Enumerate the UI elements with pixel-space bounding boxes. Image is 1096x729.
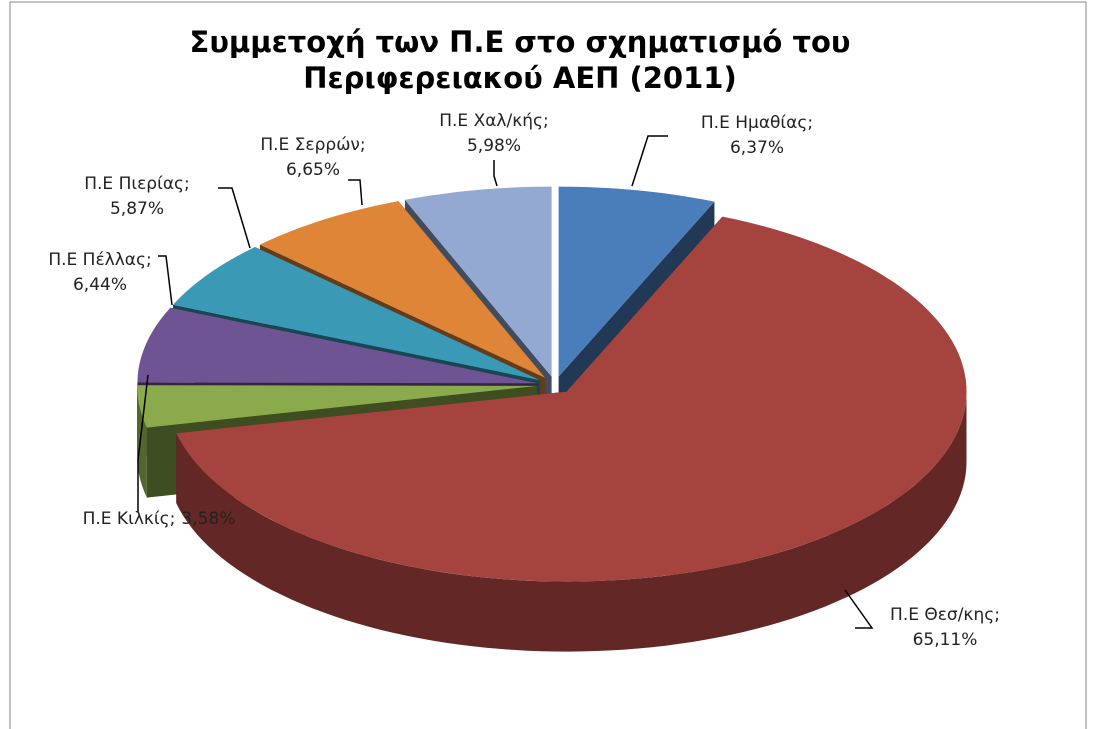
label-separator: ; — [360, 135, 366, 155]
data-label: Π.Ε Θεσ/κης; — [890, 605, 1000, 625]
label-name: Π.Ε Κιλκίς — [83, 509, 170, 529]
data-label: 5,98% — [467, 136, 521, 156]
leader-line — [158, 255, 173, 306]
data-label: Π.Ε Σερρών; — [260, 135, 365, 155]
label-value: 3,58% — [181, 509, 235, 529]
data-label: Π.Ε Ημαθίας; — [701, 113, 813, 133]
leader-line — [137, 374, 149, 512]
slice-top — [259, 201, 546, 378]
leader-line — [348, 179, 363, 206]
chart-title: Συμμετοχή των Π.Ε στο σχηματισμό του — [190, 25, 851, 59]
data-label: 6,37% — [730, 138, 784, 158]
data-label: Π.Ε Χαλ/κής; — [439, 111, 548, 131]
data-label: 65,11% — [913, 630, 978, 650]
label-separator: ; — [184, 174, 190, 194]
data-label: 6,44% — [73, 275, 127, 295]
label-separator: ; — [146, 250, 152, 270]
leader-line — [493, 160, 498, 187]
slice-top — [137, 307, 538, 384]
label-name: Π.Ε Πιερίας — [84, 174, 184, 194]
data-label: Π.Ε Κιλκίς; 3,58% — [83, 509, 236, 529]
label-separator: ; — [543, 111, 549, 131]
label-separator: ; — [994, 605, 1000, 625]
label-name: Π.Ε Ημαθίας — [701, 113, 807, 133]
data-label: 5,87% — [110, 199, 164, 219]
slice-top — [558, 186, 715, 377]
slice-top — [176, 216, 967, 582]
slice-side — [176, 391, 967, 652]
leader-line — [218, 187, 251, 249]
slice-side — [137, 385, 147, 498]
data-label: 6,65% — [286, 160, 340, 180]
leader-line — [844, 589, 874, 629]
slice — [176, 216, 967, 652]
label-separator: ; — [170, 509, 176, 529]
label-name: Π.Ε Σερρών — [260, 135, 360, 155]
slice-top — [137, 385, 538, 428]
data-label: Π.Ε Πιερίας; — [84, 174, 190, 194]
slice-top — [404, 186, 552, 377]
leader-line — [631, 135, 668, 187]
label-name: Π.Ε Πέλλας — [48, 250, 146, 270]
label-name: Π.Ε Θεσ/κης — [890, 605, 994, 625]
chart-title: Περιφερειακού ΑΕΠ (2011) — [303, 61, 736, 95]
label-separator: ; — [807, 113, 813, 133]
label-name: Π.Ε Χαλ/κής — [439, 111, 543, 131]
slice-top — [173, 247, 541, 381]
data-label: Π.Ε Πέλλας; — [48, 250, 151, 270]
